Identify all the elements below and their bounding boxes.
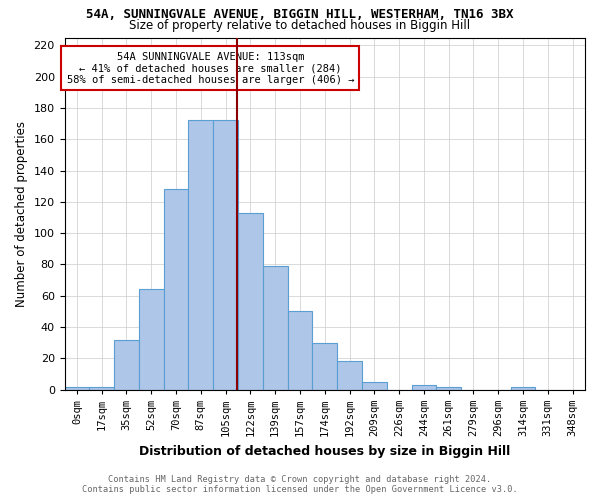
Bar [238,213,263,390]
Bar [263,266,287,390]
Bar [511,386,535,390]
Bar [139,290,164,390]
X-axis label: Distribution of detached houses by size in Biggin Hill: Distribution of detached houses by size … [139,444,511,458]
Text: Contains HM Land Registry data © Crown copyright and database right 2024.
Contai: Contains HM Land Registry data © Crown c… [82,474,518,494]
Bar [164,190,188,390]
Text: 54A, SUNNINGVALE AVENUE, BIGGIN HILL, WESTERHAM, TN16 3BX: 54A, SUNNINGVALE AVENUE, BIGGIN HILL, WE… [86,8,514,20]
Bar [89,386,114,390]
Bar [65,386,89,390]
Text: 54A SUNNINGVALE AVENUE: 113sqm
← 41% of detached houses are smaller (284)
58% of: 54A SUNNINGVALE AVENUE: 113sqm ← 41% of … [67,52,354,85]
Bar [114,340,139,390]
Bar [436,386,461,390]
Bar [213,120,238,390]
Bar [362,382,387,390]
Bar [337,362,362,390]
Bar [287,312,313,390]
Bar [412,385,436,390]
Text: Size of property relative to detached houses in Biggin Hill: Size of property relative to detached ho… [130,19,470,32]
Bar [188,120,213,390]
Y-axis label: Number of detached properties: Number of detached properties [15,120,28,306]
Bar [313,342,337,390]
